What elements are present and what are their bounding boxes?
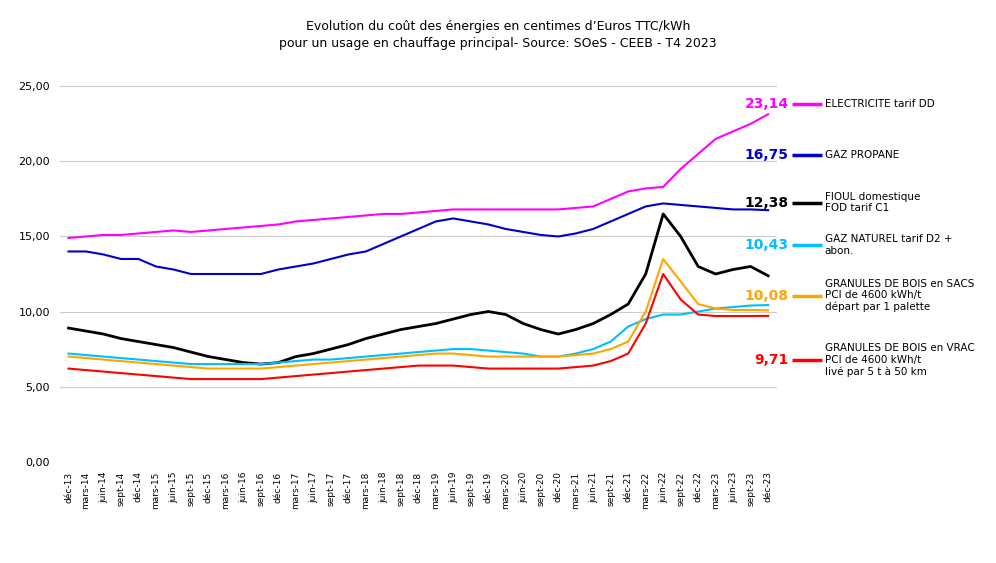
Text: 10,43: 10,43 [745, 238, 789, 252]
Text: Evolution du coût des énergies en centimes d’Euros TTC/kWh: Evolution du coût des énergies en centim… [306, 20, 690, 33]
Text: 10,08: 10,08 [745, 289, 789, 302]
Text: GRANULES DE BOIS en SACS
PCI de 4600 kWh/t
départ par 1 palette: GRANULES DE BOIS en SACS PCI de 4600 kWh… [825, 279, 974, 312]
Text: 16,75: 16,75 [745, 148, 789, 162]
Text: 23,14: 23,14 [745, 97, 789, 111]
Text: 9,71: 9,71 [755, 354, 789, 367]
Text: GRANULES DE BOIS en VRAC
PCI de 4600 kWh/t
livé par 5 t à 50 km: GRANULES DE BOIS en VRAC PCI de 4600 kWh… [825, 343, 974, 377]
Text: ELECTRICITE tarif DD: ELECTRICITE tarif DD [825, 99, 934, 109]
Text: pour un usage en chauffage principal- Source: SOeS - CEEB - T4 2023: pour un usage en chauffage principal- So… [279, 37, 717, 50]
Text: FIOUL domestique
FOD tarif C1: FIOUL domestique FOD tarif C1 [825, 192, 920, 213]
Text: 12,38: 12,38 [745, 196, 789, 209]
Text: GAZ NATUREL tarif D2 +
abon.: GAZ NATUREL tarif D2 + abon. [825, 234, 952, 256]
Text: GAZ PROPANE: GAZ PROPANE [825, 150, 899, 160]
